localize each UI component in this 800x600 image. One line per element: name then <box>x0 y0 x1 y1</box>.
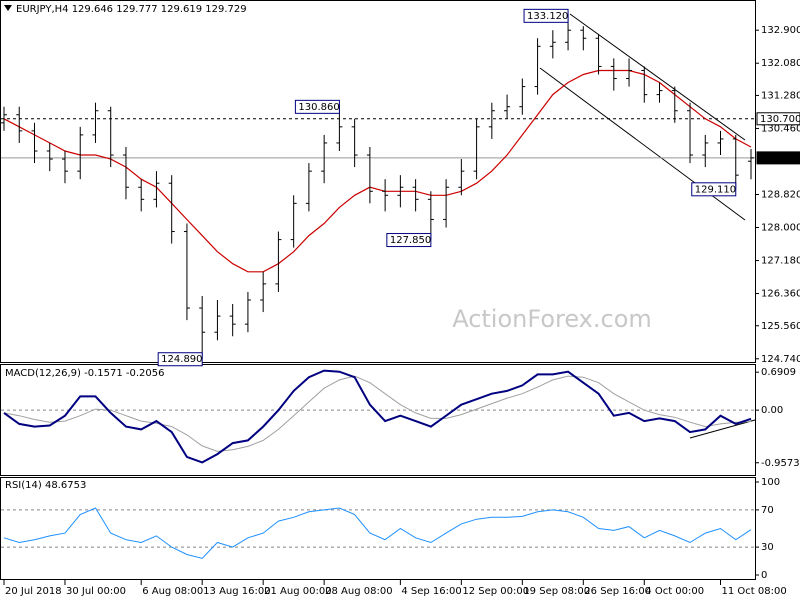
y-tick-label: 132.900 <box>761 25 800 36</box>
x-tick-label: 30 Jul 00:00 <box>66 586 126 597</box>
annotation-label: 133.120 <box>527 11 568 22</box>
x-tick-label: 19 Sep 08:00 <box>523 586 590 597</box>
series-line <box>3 375 752 452</box>
y-tick-label: 131.280 <box>761 90 800 101</box>
series-line <box>3 507 752 559</box>
annotation-label: 130.860 <box>298 102 339 113</box>
annotation-box <box>294 99 340 114</box>
annotation-label: 127.850 <box>390 235 431 246</box>
y-tick-label: 70 <box>761 505 774 516</box>
annotation-box <box>157 352 203 367</box>
watermark: ActionForex.com <box>452 305 652 333</box>
x-tick-label: 26 Sep 16:00 <box>584 586 651 597</box>
macd-panel <box>0 364 756 476</box>
annotation-box <box>691 182 737 197</box>
y-tick-label: 127.180 <box>761 256 800 267</box>
macd-title: MACD(12,26,9) -0.1571 -0.2056 <box>5 368 165 379</box>
y-tick-label: 124.740 <box>761 354 800 365</box>
y-tick-label: 100 <box>761 477 780 488</box>
x-tick-label: 6 Aug 08:00 <box>142 586 203 597</box>
y-tick-label: 128.820 <box>761 189 800 200</box>
price-panel <box>0 0 756 363</box>
level-box <box>756 112 800 126</box>
annotation-box <box>523 8 569 23</box>
series-line <box>3 69 752 273</box>
y-tick-label: 130.460 <box>761 123 800 134</box>
y-tick-label: 0 <box>761 570 767 581</box>
level-label: 129.729 <box>760 153 800 164</box>
x-tick-label: 11 Oct 08:00 <box>722 586 787 597</box>
rsi-title: RSI(14) 48.6753 <box>5 480 86 491</box>
trend-line <box>689 419 756 439</box>
x-tick-label: 21 Aug 00:00 <box>264 586 331 597</box>
y-tick-label: -0.9573 <box>761 458 800 469</box>
y-tick-label: 128.000 <box>761 223 800 234</box>
x-tick-label: 12 Sep 00:00 <box>462 586 529 597</box>
panel-arrow <box>4 5 12 11</box>
price-title: EURJPY,H4 129.646 129.777 129.619 129.72… <box>16 4 247 15</box>
x-tick-label: 20 Jul 2018 <box>5 586 62 597</box>
rsi-panel <box>0 477 756 580</box>
y-tick-label: 0.00 <box>761 405 783 416</box>
y-tick-label: 0.6909 <box>761 367 796 378</box>
level-label: 130.700 <box>760 114 800 125</box>
annotation-label: 124.890 <box>161 354 202 365</box>
level-box <box>756 151 800 165</box>
x-tick-label: 4 Oct 00:00 <box>645 586 704 597</box>
y-tick-label: 126.360 <box>761 289 800 300</box>
y-tick-label: 30 <box>761 542 774 553</box>
annotation-label: 129.110 <box>695 184 736 195</box>
x-tick-label: 13 Aug 16:00 <box>203 586 270 597</box>
x-tick-label: 28 Aug 08:00 <box>325 586 392 597</box>
y-tick-label: 125.560 <box>761 321 800 332</box>
y-tick-label: 132.080 <box>761 58 800 69</box>
series-line <box>3 369 752 464</box>
x-tick-label: 4 Sep 16:00 <box>401 586 461 597</box>
annotation-box <box>386 233 432 248</box>
